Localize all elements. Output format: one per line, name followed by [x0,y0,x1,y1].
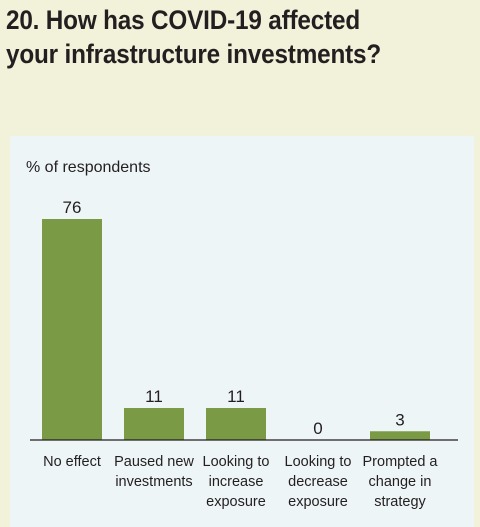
category-label-2-line-0: Looking to [203,454,270,470]
bar-4 [370,431,430,440]
category-label-0-line-0: No effect [43,454,101,470]
category-label-3-line-2: exposure [288,494,348,510]
category-label-2-line-1: increase [209,474,264,490]
category-label-3-line-0: Looking to [285,454,352,470]
category-label-4-line-2: strategy [374,494,426,510]
bar-value-label-3: 0 [313,419,322,438]
chart-title-line-2: your infrastructure investments? [6,39,382,69]
bar-0 [42,219,102,440]
bar-value-label-2: 11 [227,387,245,406]
bar-1 [124,408,184,440]
category-label-2-line-2: exposure [206,494,266,510]
bar-value-label-1: 11 [145,387,163,406]
chart-title-line-1: 20. How has COVID-19 affected [6,5,360,35]
chart-title: 20. How has COVID-19 affected your infra… [6,3,474,71]
category-label-3-line-1: decrease [288,474,348,490]
y-axis-label: % of respondents [26,159,151,176]
category-label-4-line-0: Prompted a [363,454,439,470]
bar-2 [206,408,266,440]
category-label-1-line-0: Paused new [114,454,194,470]
category-label-4-line-1: change in [369,474,432,490]
bar-value-label-4: 3 [395,410,404,429]
bar-value-label-0: 76 [63,198,82,217]
category-label-1-line-1: investments [115,474,192,490]
